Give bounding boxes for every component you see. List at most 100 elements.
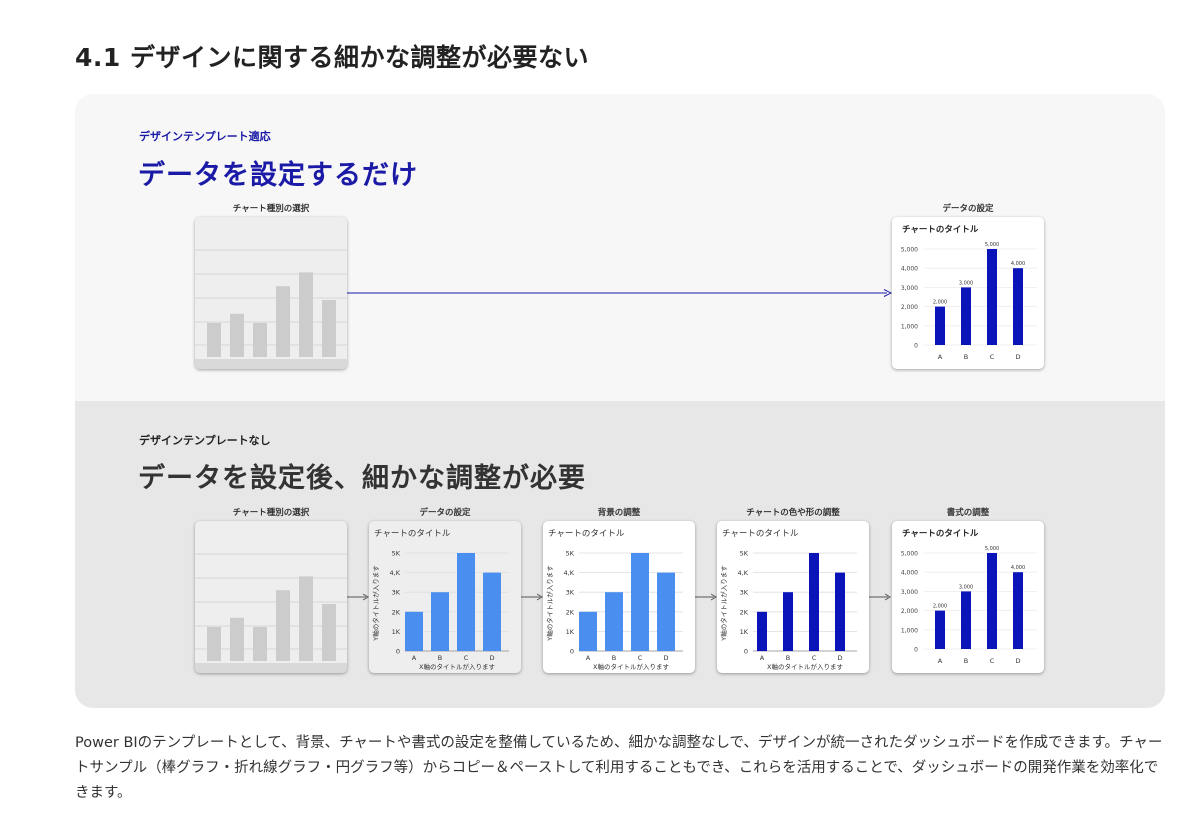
y-tick-label: 2K <box>740 608 749 616</box>
card-data-setting-templated: チャートのタイトル 0 1,000 2,000 3,000 4,000 5,000 2,000… <box>892 217 1044 369</box>
placeholder-bar <box>322 603 336 661</box>
y-tick-label: 3K <box>392 589 401 597</box>
y-tick-label: 2,000 <box>901 304 918 311</box>
placeholder-bar <box>253 322 267 357</box>
page-heading: 4.1 デザインに関する細かな調整が必要ない <box>75 43 589 72</box>
bottom-flow-arrows <box>347 593 891 601</box>
data-bar <box>1013 268 1023 345</box>
placeholder-bar <box>299 272 313 357</box>
y-tick-label: 4,K <box>390 569 401 577</box>
y-axis-title: Y軸のタイトルが入ります <box>371 565 380 642</box>
y-axis-title: Y軸のタイトルが入ります <box>719 565 728 642</box>
x-tick-label: D <box>489 654 494 662</box>
y-tick-label: 0 <box>914 343 918 350</box>
data-bar <box>783 592 793 651</box>
y-tick-label: 1,000 <box>901 627 918 634</box>
y-tick-label: 3,000 <box>901 285 918 292</box>
x-tick-label: A <box>938 657 943 665</box>
placeholder-bar <box>207 626 221 661</box>
y-tick-label: 4,K <box>738 569 749 577</box>
card-label-chart-type: チャート種別の選択 <box>232 508 310 518</box>
x-tick-label: C <box>638 654 643 662</box>
y-tick-label: 4,K <box>564 569 575 577</box>
card-color-shape-adjust: チャートのタイトル 0 1K 2K 3K 4,K 5K A B C D X軸のタイトルが入ります Y軸の… <box>717 521 869 673</box>
chart-title: チャートのタイトル <box>548 529 625 539</box>
data-bar <box>457 553 475 651</box>
y-tick-label: 4,000 <box>901 266 918 273</box>
card-label-color-shape: チャートの色や形の調整 <box>746 508 840 518</box>
y-tick-label: 1K <box>566 628 575 636</box>
x-tick-label: D <box>663 654 668 662</box>
y-tick-label: 2,000 <box>901 608 918 615</box>
placeholder-bar <box>253 626 267 661</box>
card-label-data-setting: データの設定 <box>942 204 994 214</box>
data-bar <box>631 553 649 651</box>
y-tick-label: 1K <box>392 628 401 636</box>
placeholder-bar <box>322 299 336 357</box>
x-tick-label: B <box>612 654 616 662</box>
data-label: 2,000 <box>933 300 947 306</box>
without-template-title: データを設定後、細かな調整が必要 <box>138 463 586 494</box>
x-tick-label: D <box>1015 353 1020 361</box>
x-tick-label: C <box>464 654 469 662</box>
formatted-chart: チャートのタイトル 0 1,000 2,000 3,000 4,000 5,000 2,000… <box>901 224 1037 361</box>
formatted-chart: チャートのタイトル 0 1,000 2,000 3,000 4,000 5,000 2,000… <box>901 528 1037 665</box>
placeholder-axis-band <box>195 359 347 369</box>
card-chart-type-select <box>195 521 347 673</box>
card-label-data-setting: データの設定 <box>419 508 471 518</box>
x-tick-label: C <box>990 353 995 361</box>
y-tick-label: 3K <box>740 589 749 597</box>
x-axis-title: X軸のタイトルが入ります <box>593 662 669 671</box>
card-label-format: 書式の調整 <box>946 508 990 518</box>
card-background-adjust: チャートのタイトル 0 1K 2K 3K 4,K 5K A B C D X軸のタイトルが入ります Y軸の… <box>543 521 695 673</box>
data-bar <box>1013 572 1023 649</box>
x-tick-label: A <box>938 353 943 361</box>
y-tick-label: 0 <box>914 647 918 654</box>
y-tick-label: 0 <box>744 648 748 656</box>
y-tick-label: 5,000 <box>901 551 918 558</box>
data-bar <box>431 592 449 651</box>
card-chart-type-select <box>195 217 347 369</box>
x-tick-label: B <box>438 654 442 662</box>
y-tick-label: 0 <box>396 648 400 656</box>
placeholder-bar <box>207 322 221 357</box>
x-tick-label: B <box>964 657 968 665</box>
chart-title: チャートのタイトル <box>374 529 451 539</box>
data-bar <box>935 306 945 345</box>
data-bar <box>961 287 971 345</box>
x-axis-title: X軸のタイトルが入ります <box>767 662 843 671</box>
x-tick-label: B <box>964 353 968 361</box>
y-tick-label: 5K <box>566 550 575 558</box>
y-tick-label: 0 <box>570 648 574 656</box>
data-label: 5,000 <box>985 242 999 248</box>
y-tick-label: 3K <box>566 589 575 597</box>
with-template-eyebrow: デザインテンプレート適応 <box>139 130 271 143</box>
y-tick-label: 1K <box>740 628 749 636</box>
data-bar <box>809 553 819 651</box>
x-tick-label: A <box>586 654 591 662</box>
x-tick-label: A <box>412 654 417 662</box>
card-label-background: 背景の調整 <box>597 508 641 518</box>
data-bar <box>987 249 997 345</box>
with-template-title: データを設定するだけ <box>138 160 418 191</box>
data-bar <box>835 572 845 651</box>
placeholder-axis-band <box>195 663 347 673</box>
y-axis-title: Y軸のタイトルが入ります <box>545 565 554 642</box>
y-tick-label: 4,000 <box>901 570 918 577</box>
chart-title: チャートのタイトル <box>902 528 979 539</box>
y-tick-label: 5K <box>740 550 749 558</box>
y-tick-label: 1,000 <box>901 323 918 330</box>
data-label: 4,000 <box>1011 261 1025 267</box>
x-tick-label: A <box>760 654 765 662</box>
placeholder-bar <box>276 286 290 357</box>
x-axis-title: X軸のタイトルが入ります <box>419 662 495 671</box>
chart-title: チャートのタイトル <box>902 224 979 235</box>
data-label: 3,000 <box>959 584 973 590</box>
chart-title: チャートのタイトル <box>722 529 799 539</box>
data-label: 4,000 <box>1011 565 1025 571</box>
x-tick-label: C <box>990 657 995 665</box>
